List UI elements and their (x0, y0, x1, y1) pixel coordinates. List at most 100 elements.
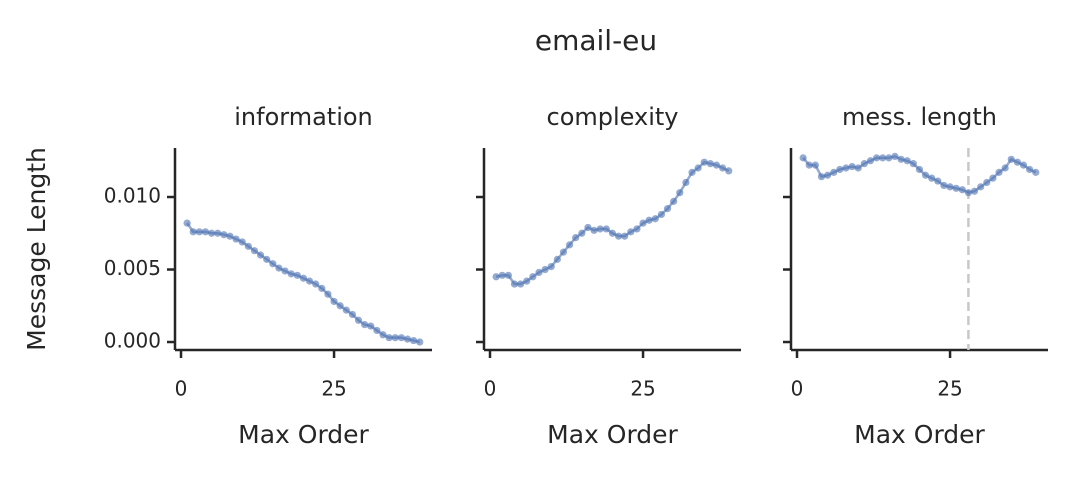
point (256, 251, 265, 259)
x-tick-label: 25 (630, 377, 655, 401)
point (336, 302, 344, 310)
point (208, 229, 216, 237)
point (584, 223, 592, 232)
y-tick-label: 0.000 (104, 329, 161, 353)
point (952, 184, 960, 192)
point (712, 161, 721, 169)
point (663, 205, 672, 213)
point (416, 338, 424, 346)
point (608, 229, 617, 237)
x-tick-label: 0 (791, 377, 804, 401)
point (220, 231, 228, 239)
point (324, 290, 332, 298)
point (330, 297, 338, 306)
point (201, 228, 210, 236)
point (287, 270, 295, 278)
point (909, 160, 917, 168)
point (799, 154, 807, 162)
point (183, 219, 191, 227)
point (836, 165, 844, 174)
point (817, 173, 826, 181)
point (541, 265, 549, 274)
point (676, 189, 684, 197)
point (983, 178, 991, 187)
point (854, 164, 862, 172)
point (682, 178, 690, 187)
point (977, 183, 985, 191)
point (275, 264, 283, 272)
point (361, 321, 369, 329)
point (602, 225, 610, 233)
point (523, 277, 531, 285)
point (572, 234, 580, 242)
point (214, 229, 222, 237)
x-tick-label: 0 (484, 377, 497, 401)
point (403, 335, 412, 343)
point (397, 334, 405, 342)
series-line (186, 222, 421, 344)
point (885, 154, 893, 162)
point (614, 232, 623, 240)
point (866, 157, 875, 165)
point (934, 177, 942, 185)
point (964, 189, 973, 197)
point (928, 174, 936, 182)
point (529, 273, 537, 281)
point (318, 284, 326, 292)
point (195, 228, 203, 236)
point (651, 215, 659, 223)
panel-title: information (234, 103, 373, 131)
point (897, 155, 905, 163)
point (312, 280, 320, 288)
y-tick-label: 0.005 (104, 256, 161, 280)
point (824, 171, 832, 179)
point (367, 322, 375, 330)
panel-title: mess. length (842, 103, 997, 131)
point (1001, 164, 1009, 172)
point (281, 267, 289, 275)
x-axis-label: Max Order (547, 420, 678, 449)
point (348, 310, 357, 319)
point (510, 280, 519, 288)
point (553, 255, 561, 263)
point (596, 225, 604, 233)
point (657, 210, 666, 219)
point (492, 273, 500, 281)
point (1013, 158, 1021, 166)
series-line (495, 160, 730, 286)
point (903, 157, 911, 165)
y-tick-label: 0.010 (104, 184, 161, 208)
point (995, 168, 1003, 176)
x-axis-label: Max Order (854, 420, 985, 449)
point (342, 306, 350, 314)
point (305, 277, 314, 285)
point (1019, 161, 1028, 169)
point (811, 161, 819, 169)
point (860, 160, 868, 168)
figure-title: email-eu (535, 24, 657, 57)
point (269, 260, 277, 268)
point (670, 197, 678, 205)
point (645, 216, 653, 224)
point (1032, 168, 1040, 176)
point (706, 160, 714, 168)
point (725, 167, 733, 175)
y-axis-label: Message Length (22, 147, 51, 351)
x-tick-label: 25 (321, 377, 346, 401)
point (921, 171, 930, 179)
x-tick-label: 25 (937, 377, 962, 401)
point (633, 225, 641, 233)
point (547, 263, 555, 271)
point (627, 228, 635, 236)
point (238, 238, 246, 246)
x-tick-label: 0 (175, 377, 188, 401)
point (946, 183, 954, 191)
point (719, 164, 727, 172)
point (805, 161, 813, 169)
point (410, 336, 418, 345)
point (830, 168, 838, 176)
point (970, 187, 979, 195)
point (639, 219, 647, 227)
point (379, 331, 387, 339)
